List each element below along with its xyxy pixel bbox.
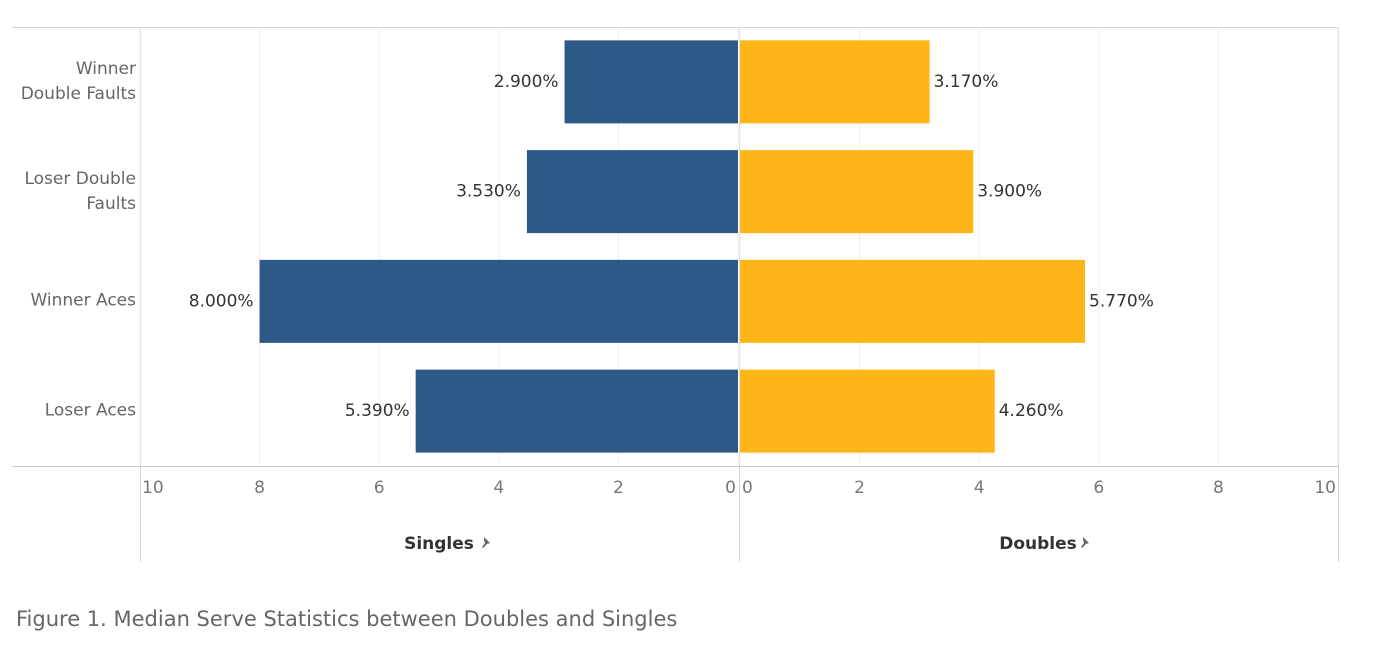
pin-icon bbox=[482, 537, 490, 548]
bar bbox=[740, 369, 995, 453]
y-tick-label: Winner Double Faults bbox=[20, 58, 136, 104]
x-tick-label: 10 bbox=[142, 478, 164, 498]
data-label: 3.170% bbox=[934, 72, 999, 92]
data-label: 3.530% bbox=[456, 182, 521, 202]
bar bbox=[259, 259, 738, 343]
x-tick-label: 4 bbox=[974, 478, 985, 498]
x-tick-label: 0 bbox=[725, 478, 736, 498]
data-label: 4.260% bbox=[999, 401, 1064, 421]
data-label: 5.390% bbox=[345, 401, 410, 421]
x-tick-label: 2 bbox=[854, 478, 865, 498]
pin-icon bbox=[1081, 537, 1089, 548]
bar bbox=[564, 40, 738, 124]
x-tick-label: 8 bbox=[1213, 478, 1224, 498]
bar bbox=[415, 369, 738, 453]
data-label: 8.000% bbox=[189, 291, 254, 311]
bar bbox=[526, 150, 738, 234]
x-tick-label: 6 bbox=[374, 478, 385, 498]
x-tick-label: 6 bbox=[1093, 478, 1104, 498]
y-tick-label: Loser Double Faults bbox=[24, 168, 136, 214]
bar bbox=[740, 40, 930, 124]
bar bbox=[740, 259, 1086, 343]
y-tick-label: Winner Aces bbox=[30, 290, 136, 311]
axis-title: Doubles bbox=[999, 534, 1077, 554]
x-tick-label: 8 bbox=[254, 478, 265, 498]
bar bbox=[740, 150, 974, 234]
data-label: 3.900% bbox=[977, 182, 1042, 202]
data-label: 2.900% bbox=[494, 72, 559, 92]
axis-title: Singles bbox=[404, 534, 474, 554]
y-tick-label: Loser Aces bbox=[44, 400, 136, 421]
x-tick-label: 2 bbox=[613, 478, 624, 498]
x-tick-label: 4 bbox=[493, 478, 504, 498]
x-tick-label: 10 bbox=[1314, 478, 1336, 498]
x-tick-label: 0 bbox=[742, 478, 753, 498]
caption: Figure 1. Median Serve Statistics betwee… bbox=[16, 607, 677, 631]
data-label: 5.770% bbox=[1089, 291, 1154, 311]
